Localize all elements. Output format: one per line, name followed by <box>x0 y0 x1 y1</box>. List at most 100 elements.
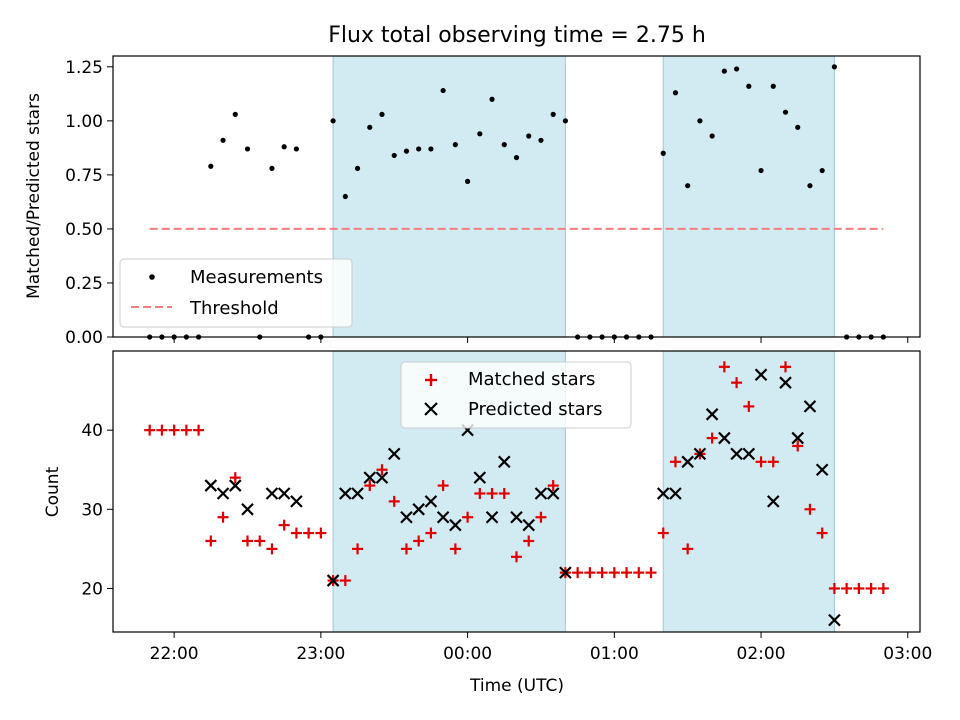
predicted-star-point <box>241 503 254 516</box>
matched-star-point <box>743 400 755 412</box>
predicted-star-point <box>228 479 242 492</box>
predicted-star-point <box>387 447 401 461</box>
measurement-point <box>746 83 752 89</box>
shaded-interval <box>662 55 835 338</box>
top-axes-frame <box>112 55 921 338</box>
x-tick-label: 02:00 <box>737 644 786 664</box>
predicted-star-point <box>424 495 438 508</box>
bottom-y-axis: 20 30 40 <box>81 421 113 599</box>
predicted-star-point <box>277 487 291 500</box>
legend-matched-marker <box>425 374 437 386</box>
x-tick-label: 23:00 <box>296 644 345 664</box>
predicted-star-point <box>828 613 841 627</box>
top-x-ticks <box>173 337 909 343</box>
matched-star-point <box>877 582 889 594</box>
matched-star-point <box>755 456 767 468</box>
y-tick-label: 1.25 <box>65 58 103 78</box>
top-panel: 0.00 0.25 0.50 0.75 1.00 1.25 Matched/Predict… <box>24 55 921 348</box>
measurement-point <box>526 133 532 139</box>
predicted-star-point <box>449 518 462 532</box>
matched-star-point <box>168 424 180 436</box>
bottom-x-axis: 22:00 23:00 00:00 01:00 02:00 03:00 <box>150 632 932 664</box>
predicted-star-point <box>815 463 829 477</box>
legend-predicted-label: Predicted stars <box>468 399 602 420</box>
measurement-point <box>269 165 275 171</box>
legend-matched-label: Matched stars <box>468 369 595 390</box>
measurement-point <box>220 137 226 143</box>
measurement-point <box>550 111 556 117</box>
x-tick-label: 22:00 <box>150 644 199 664</box>
matched-star-point <box>449 543 461 555</box>
predicted-star-point <box>766 495 780 508</box>
measurement-point <box>452 142 458 148</box>
matched-star-point <box>511 551 522 563</box>
matched-star-point <box>339 575 351 587</box>
legend-measurement-marker <box>149 274 155 280</box>
matched-star-point <box>193 424 205 436</box>
matched-star-point <box>254 535 266 547</box>
matched-star-point <box>144 424 156 436</box>
predicted-star-point <box>216 487 230 500</box>
predicted-star-point <box>485 510 499 524</box>
shaded-interval <box>332 55 566 338</box>
bottom-legend: Matched stars Predicted stars <box>400 361 632 429</box>
y-tick-label: 30 <box>81 500 103 520</box>
x-axis-label: Time (UTC) <box>469 676 564 696</box>
chart-title: Flux total observing time = 2.75 h <box>328 23 706 48</box>
matched-star-point <box>242 535 253 547</box>
shaded-interval <box>662 350 835 633</box>
measurement-point <box>758 167 764 174</box>
matched-star-point <box>596 567 608 579</box>
x-tick-label: 00:00 <box>443 644 492 664</box>
bottom-y-axis-label: Count <box>43 466 63 517</box>
matched-star-point <box>572 567 584 579</box>
y-tick-label: 0.00 <box>65 328 103 348</box>
matched-star-point <box>413 535 425 547</box>
matched-star-point <box>498 487 510 499</box>
measurement-point <box>562 118 569 124</box>
predicted-star-point <box>742 447 756 461</box>
predicted-star-point <box>681 455 694 469</box>
measurement-point <box>538 137 544 143</box>
measurement-point <box>709 133 715 139</box>
matched-star-point <box>352 543 364 555</box>
predicted-star-point <box>412 503 425 516</box>
y-tick-label: 0.25 <box>65 274 103 294</box>
measurement-point <box>513 154 520 161</box>
predicted-star-point <box>546 487 560 500</box>
predicted-star-point <box>400 510 413 524</box>
measurement-point <box>293 146 300 152</box>
matched-star-point <box>633 567 645 579</box>
matched-star-point <box>731 377 743 389</box>
measurement-point <box>721 68 727 74</box>
measurement-point <box>795 124 801 130</box>
predicted-star-point <box>693 447 707 461</box>
matched-star-point <box>474 487 486 499</box>
measurement-point <box>208 163 214 169</box>
measurement-point <box>232 111 238 117</box>
predicted-star-point <box>718 431 731 445</box>
predicted-star-point <box>497 455 511 469</box>
measurement-point <box>403 148 410 154</box>
y-tick-label: 20 <box>81 579 103 599</box>
measurement-point <box>477 131 483 137</box>
measurement-point <box>281 144 287 150</box>
matched-star-point <box>290 527 302 539</box>
matched-star-point <box>217 511 229 523</box>
predicted-star-point <box>669 487 682 500</box>
measurement-point <box>379 111 385 117</box>
predicted-star-point <box>791 431 805 445</box>
matched-star-point <box>706 432 718 444</box>
matched-star-point <box>828 582 840 594</box>
predicted-star-point <box>375 471 389 484</box>
matched-star-point <box>535 511 547 523</box>
predicted-star-points <box>204 368 841 627</box>
predicted-star-point <box>339 487 352 500</box>
matched-star-point <box>608 567 620 579</box>
matched-star-point <box>437 480 449 492</box>
legend-predicted-marker <box>424 402 438 416</box>
measurement-point <box>733 66 740 72</box>
matched-star-point <box>645 567 657 579</box>
matched-star-point <box>303 527 315 539</box>
matched-star-points <box>144 361 889 594</box>
